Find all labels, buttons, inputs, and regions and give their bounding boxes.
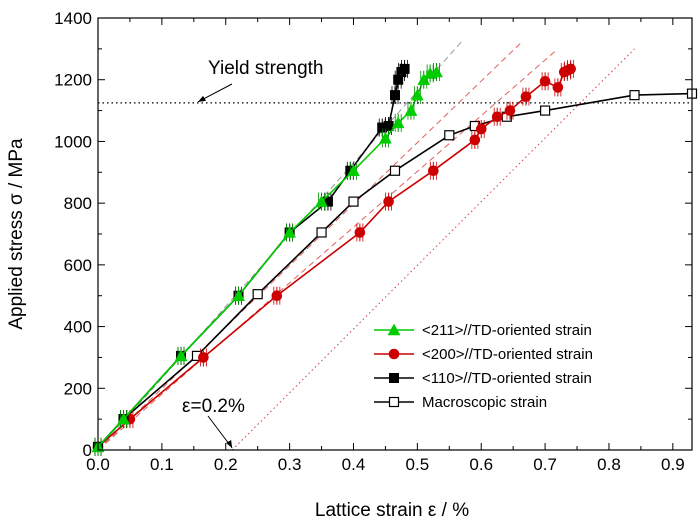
legend-marker [388, 348, 400, 360]
x-tick-label: 0.9 [661, 455, 685, 474]
offset-annotation: ε=0.2% [182, 396, 245, 417]
black-slope-guide [97, 48, 559, 451]
y-tick-label: 1200 [54, 71, 92, 90]
data-point [252, 289, 263, 300]
data-point [378, 131, 392, 144]
data-point [383, 196, 394, 207]
data-point [390, 90, 400, 101]
data-point [198, 352, 209, 363]
y-axis-label: Applied stress σ / MPa [6, 138, 27, 330]
axes: 0.0 0.1 0.2 0.3 0.4 0.5 0.6 0.7 0.8 0.9 0 200 400 600… [54, 9, 693, 474]
data-point [391, 116, 405, 129]
x-tick-label: 0.1 [150, 455, 174, 474]
red-slope-guide [97, 40, 524, 451]
data-point [117, 412, 130, 425]
series-2 [93, 59, 410, 456]
data-point [174, 349, 188, 362]
data-point [348, 196, 359, 207]
legend-marker [387, 323, 401, 336]
data-point [504, 105, 516, 116]
data-point [428, 165, 439, 177]
data-point [315, 195, 328, 207]
data-point [404, 104, 418, 116]
data-point [232, 289, 245, 301]
legend-label: <110>//TD-oriented strain [422, 370, 592, 387]
legend-entry: Macroscopic strain [374, 394, 547, 411]
data-point [354, 227, 366, 238]
data-point [399, 63, 410, 74]
y-tick-label: 200 [64, 379, 92, 398]
data-point [629, 90, 640, 101]
series-line [97, 68, 571, 448]
x-tick-label: 0.4 [342, 455, 366, 474]
data-point [430, 65, 443, 78]
x-tick-label: 0.6 [469, 455, 493, 474]
data-point [283, 225, 297, 238]
y-tick-label: 600 [64, 256, 92, 275]
legend-marker [389, 373, 399, 383]
data-point [444, 130, 455, 141]
legend-marker [388, 396, 400, 408]
y-tick-label: 800 [64, 194, 92, 213]
offset-arrow-head [226, 440, 233, 448]
data-point [539, 105, 551, 116]
legend-label: <211>//TD-oriented strain [422, 322, 592, 339]
legend-entry: <110>//TD-oriented strain [374, 370, 592, 387]
data-point [565, 63, 576, 75]
data-point [271, 290, 283, 302]
data-point [347, 164, 360, 176]
x-tick-label: 0.7 [533, 455, 557, 474]
legend-entry: <200>//TD-oriented strain [374, 346, 593, 363]
legend-label: Macroscopic strain [422, 394, 547, 411]
data-point [475, 123, 487, 135]
series-line [97, 92, 693, 448]
yield-strength-annotation: Yield strength [208, 58, 323, 79]
legend: <211>//TD-oriented strain <200>//TD-orien… [374, 322, 593, 411]
y-tick-label: 0 [83, 441, 92, 460]
y-tick-label: 400 [64, 318, 92, 337]
data-point [410, 88, 424, 101]
x-tick-label: 0.2 [214, 455, 238, 474]
x-tick-label: 0.8 [597, 455, 621, 474]
y-tick-label: 1400 [54, 9, 92, 28]
x-axis-label: Lattice strain ε / % [315, 500, 469, 521]
legend-entry: <211>//TD-oriented strain [374, 322, 592, 339]
data-point [491, 111, 503, 123]
data-point [316, 227, 327, 238]
y-tick-label: 1000 [54, 132, 92, 151]
x-tick-label: 0.0 [86, 455, 110, 474]
data-point [469, 134, 481, 146]
x-tick-label: 0.5 [406, 455, 430, 474]
data-point [552, 82, 564, 93]
data-point [539, 75, 551, 87]
series-1 [92, 59, 576, 456]
x-tick-label: 0.3 [278, 455, 302, 474]
legend-label: <200>//TD-oriented strain [422, 346, 593, 363]
offset-guide-line [231, 48, 635, 451]
series-line [97, 68, 406, 448]
yield-arrow-head [198, 95, 206, 102]
data-point [520, 91, 532, 102]
series-0 [91, 63, 443, 456]
data-point [383, 121, 394, 131]
data-point [389, 165, 401, 176]
